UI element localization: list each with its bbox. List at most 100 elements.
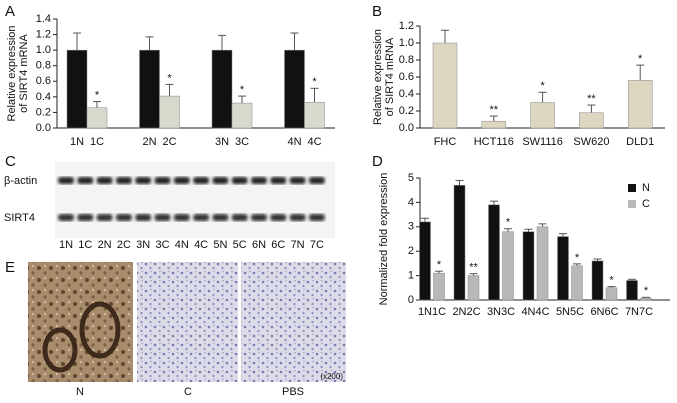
bar bbox=[627, 80, 653, 129]
x-tick-label: 5N5C bbox=[556, 306, 584, 318]
blot-band bbox=[77, 214, 94, 221]
y-axis-label: Normalized fold expression bbox=[378, 173, 390, 306]
blot-band bbox=[270, 177, 287, 184]
panel-label: D bbox=[372, 153, 383, 170]
ihc-label: C bbox=[184, 386, 192, 398]
y-tick-label: 2 bbox=[408, 245, 414, 257]
x-tick-label: 2C bbox=[162, 136, 176, 148]
bar bbox=[467, 275, 480, 301]
blot-band bbox=[212, 177, 229, 184]
x-tick-label: 3C bbox=[235, 136, 249, 148]
legend-label: C bbox=[642, 198, 650, 210]
bar bbox=[640, 297, 652, 301]
significance: ** bbox=[587, 93, 596, 105]
y-tick-label: 4 bbox=[408, 196, 414, 208]
blot-band bbox=[96, 177, 113, 184]
blot-band bbox=[193, 177, 210, 184]
legend-swatch bbox=[628, 184, 636, 192]
significance: * bbox=[506, 217, 511, 229]
bar bbox=[432, 42, 458, 129]
x-tick-label: HCT116 bbox=[474, 136, 514, 148]
blot-row-label: β-actin bbox=[4, 175, 37, 187]
bar bbox=[626, 280, 638, 301]
x-tick-label: 3N3C bbox=[487, 306, 515, 318]
legend-swatch bbox=[628, 200, 636, 208]
panel-label: E bbox=[5, 259, 15, 276]
bar bbox=[453, 185, 466, 301]
y-tick-label: 0.4 bbox=[36, 91, 51, 103]
panel-label: A bbox=[5, 3, 15, 20]
blot-band bbox=[96, 214, 113, 221]
y-tick-label: 1 bbox=[408, 270, 414, 282]
lane-label: 4N bbox=[175, 239, 189, 251]
y-tick-label: 0 bbox=[408, 294, 414, 306]
x-tick-label: 4C bbox=[307, 136, 321, 148]
y-axis-label: Relative expression bbox=[6, 26, 18, 122]
y-tick-label: 1.0 bbox=[399, 37, 414, 49]
x-tick-label: 3N bbox=[215, 136, 229, 148]
x-tick-label: 2N bbox=[142, 136, 156, 148]
lane-label: 2N bbox=[98, 239, 112, 251]
lane-label: 1C bbox=[78, 239, 92, 251]
blot-band bbox=[289, 177, 306, 184]
x-tick-label: 1C bbox=[90, 136, 104, 148]
lane-label: 6N bbox=[252, 239, 266, 251]
y-tick-label: 0.0 bbox=[399, 122, 414, 134]
legend-label: N bbox=[642, 182, 650, 194]
lane-label: 7C bbox=[310, 239, 324, 251]
lane-label: 5N bbox=[213, 239, 227, 251]
blot-row-label: SIRT4 bbox=[4, 212, 35, 224]
significance: * bbox=[95, 89, 100, 101]
bar bbox=[530, 102, 555, 129]
x-tick-label: 2N2C bbox=[452, 306, 480, 318]
x-tick-label: FHC bbox=[434, 136, 457, 148]
bar bbox=[66, 49, 88, 129]
ihc-label: PBS bbox=[282, 386, 304, 398]
blot-band bbox=[58, 214, 74, 221]
blot-band bbox=[231, 214, 248, 221]
y-axis-label: of SIRT4 mRNA bbox=[384, 37, 396, 116]
blot-band bbox=[212, 214, 229, 221]
magnification: (x200) bbox=[320, 372, 343, 381]
bar bbox=[502, 231, 514, 301]
panel-label: B bbox=[372, 3, 382, 20]
bar bbox=[579, 112, 604, 129]
significance: * bbox=[644, 285, 649, 297]
gland bbox=[79, 301, 121, 359]
lane-label: 1N bbox=[59, 239, 73, 251]
blot-band bbox=[77, 177, 94, 184]
y-tick-label: 0.6 bbox=[399, 71, 414, 83]
bar bbox=[557, 236, 569, 301]
significance: * bbox=[575, 252, 580, 264]
y-tick-label: 0.2 bbox=[36, 106, 51, 118]
bar bbox=[231, 102, 253, 129]
y-axis-label: Relative expression bbox=[372, 29, 384, 125]
blot-band bbox=[173, 214, 190, 221]
y-tick-label: 1.2 bbox=[36, 28, 51, 40]
significance: ** bbox=[469, 262, 478, 274]
blot-band bbox=[308, 177, 325, 184]
bar bbox=[591, 260, 604, 301]
y-tick-label: 3 bbox=[408, 221, 414, 233]
bar bbox=[211, 49, 233, 129]
ihc-label: N bbox=[76, 386, 84, 398]
significance: * bbox=[312, 76, 317, 88]
significance: ** bbox=[490, 104, 499, 116]
blot-band bbox=[308, 214, 325, 221]
x-tick-label: DLD1 bbox=[626, 136, 654, 148]
blot-band bbox=[154, 214, 171, 221]
bar bbox=[433, 272, 445, 301]
blot-band bbox=[115, 214, 132, 221]
blot-band bbox=[270, 214, 287, 221]
blot-band bbox=[173, 177, 190, 184]
significance: * bbox=[609, 274, 614, 286]
x-tick-label: SW620 bbox=[573, 136, 609, 148]
bar bbox=[304, 102, 325, 129]
lane-label: 4C bbox=[194, 239, 208, 251]
bar bbox=[536, 226, 549, 301]
y-tick-label: 1.0 bbox=[36, 44, 51, 56]
blot-band bbox=[231, 177, 248, 184]
blot-band bbox=[115, 177, 132, 184]
x-tick-label: 4N4C bbox=[521, 306, 549, 318]
